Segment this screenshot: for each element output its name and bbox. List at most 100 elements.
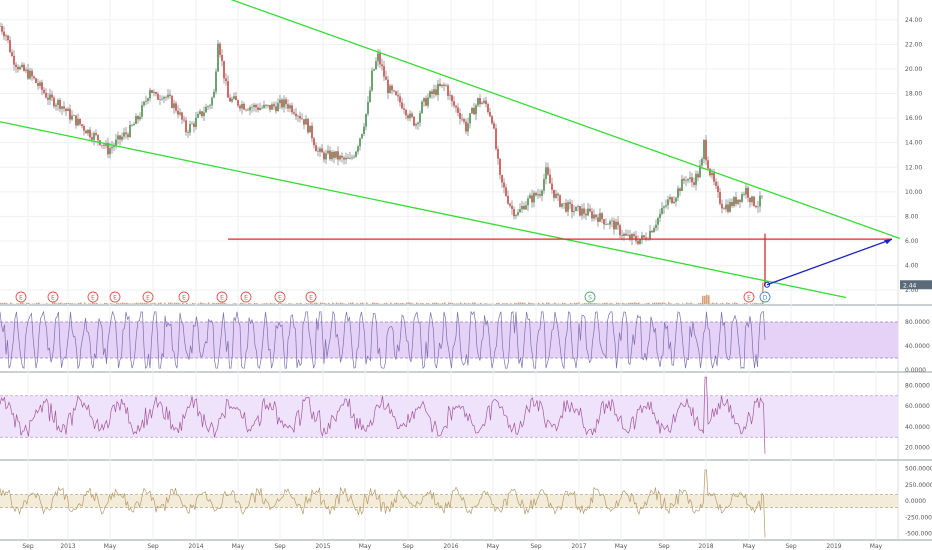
candle-body <box>119 135 121 140</box>
volume-bar <box>444 302 446 304</box>
candle-body <box>555 193 557 198</box>
volume-bar <box>590 302 592 304</box>
volume-bar <box>72 303 74 304</box>
volume-bar <box>690 302 692 304</box>
volume-bar <box>104 302 106 304</box>
candle-body <box>623 233 625 236</box>
candle-body <box>145 101 147 102</box>
volume-bar <box>758 303 760 304</box>
candle-body <box>497 149 499 159</box>
volume-bar <box>140 302 142 304</box>
x-tick-label: 2017 <box>571 543 586 550</box>
candle-body <box>561 203 563 207</box>
volume-bar <box>160 302 162 304</box>
volume-bar <box>606 302 608 304</box>
candle-body <box>7 35 9 41</box>
candle-body <box>483 100 485 103</box>
volume-bar <box>456 303 458 304</box>
candle-body <box>123 132 125 137</box>
candle-body <box>515 215 517 217</box>
candle-body <box>695 173 697 185</box>
candle-body <box>545 167 547 179</box>
volume-bar <box>324 303 326 304</box>
candle-body <box>301 118 303 120</box>
candle-body <box>85 130 87 134</box>
candle-body <box>103 144 105 146</box>
candle-body <box>511 205 513 209</box>
event-letter: E <box>113 295 117 302</box>
candle-body <box>465 121 467 132</box>
candle-body <box>339 155 341 160</box>
candle-body <box>407 115 409 119</box>
earnings-marker: E <box>142 291 154 303</box>
candle-body <box>87 129 89 134</box>
candle-body <box>707 160 709 169</box>
volume-bar <box>736 302 738 304</box>
candle-body <box>283 99 285 108</box>
volume-bar <box>280 303 282 304</box>
volume-bar <box>506 303 508 304</box>
candle-body <box>659 213 661 218</box>
volume-bar <box>340 302 342 304</box>
volume-bar <box>688 303 690 304</box>
volume-bar <box>750 303 752 304</box>
candle-body <box>581 208 583 216</box>
candle-body <box>727 204 729 212</box>
candle-body <box>657 217 659 225</box>
stoch-pane: 80.0000 40.0000 0.0000 <box>0 310 930 374</box>
volume-bar <box>450 302 452 304</box>
candle-body <box>613 220 615 230</box>
candle-body <box>269 104 271 110</box>
arrow-head <box>884 239 892 245</box>
volume-bar <box>654 302 656 304</box>
candle-body <box>35 78 37 83</box>
candle-body <box>369 90 371 103</box>
candle-body <box>501 174 503 183</box>
volume-bar <box>320 302 322 304</box>
candle-body <box>381 64 383 67</box>
volume-bar <box>604 302 606 304</box>
y-tick-label: 20.00 <box>905 66 922 73</box>
candle-body <box>331 151 333 160</box>
event-letter: E <box>51 295 55 302</box>
volume-bar <box>374 302 376 304</box>
x-tick-label: 2019 <box>826 543 841 550</box>
event-letter: S <box>588 295 592 302</box>
earnings-marker: E <box>178 291 190 303</box>
candle-body <box>181 112 183 120</box>
candle-body <box>115 139 117 146</box>
candle-body <box>281 99 283 108</box>
candlesticks <box>0 22 766 287</box>
volume-bar <box>760 303 762 304</box>
candle-body <box>141 105 143 117</box>
candle-body <box>233 96 235 99</box>
volume-bar <box>234 303 236 304</box>
volume-bar <box>410 302 412 304</box>
rsi-tick-label: 60.0000 <box>905 403 930 410</box>
candle-body <box>621 235 623 236</box>
candle-body <box>195 117 197 127</box>
candle-body <box>59 99 61 109</box>
candle-body <box>667 199 669 206</box>
candle-body <box>451 95 453 102</box>
volume-bar <box>332 302 334 304</box>
volume-bar <box>4 302 6 304</box>
candle-body <box>177 110 179 115</box>
candle-body <box>611 220 613 222</box>
candle-body <box>127 134 129 137</box>
volume-bar <box>712 302 714 304</box>
candle-body <box>41 82 43 90</box>
rsi-pane: 80.0000 60.0000 40.0000 20.0000 <box>0 376 930 454</box>
candle-body <box>359 138 361 147</box>
volume-bar <box>678 303 680 304</box>
candle-body <box>675 197 677 202</box>
earnings-marker: E <box>47 291 59 303</box>
volume-bar <box>58 302 60 304</box>
volume-bar <box>214 303 216 304</box>
volume-bar <box>218 302 220 304</box>
volume-bar <box>270 302 272 304</box>
earnings-marker: E <box>274 291 286 303</box>
candle-body <box>39 82 41 86</box>
candle-body <box>569 202 571 204</box>
